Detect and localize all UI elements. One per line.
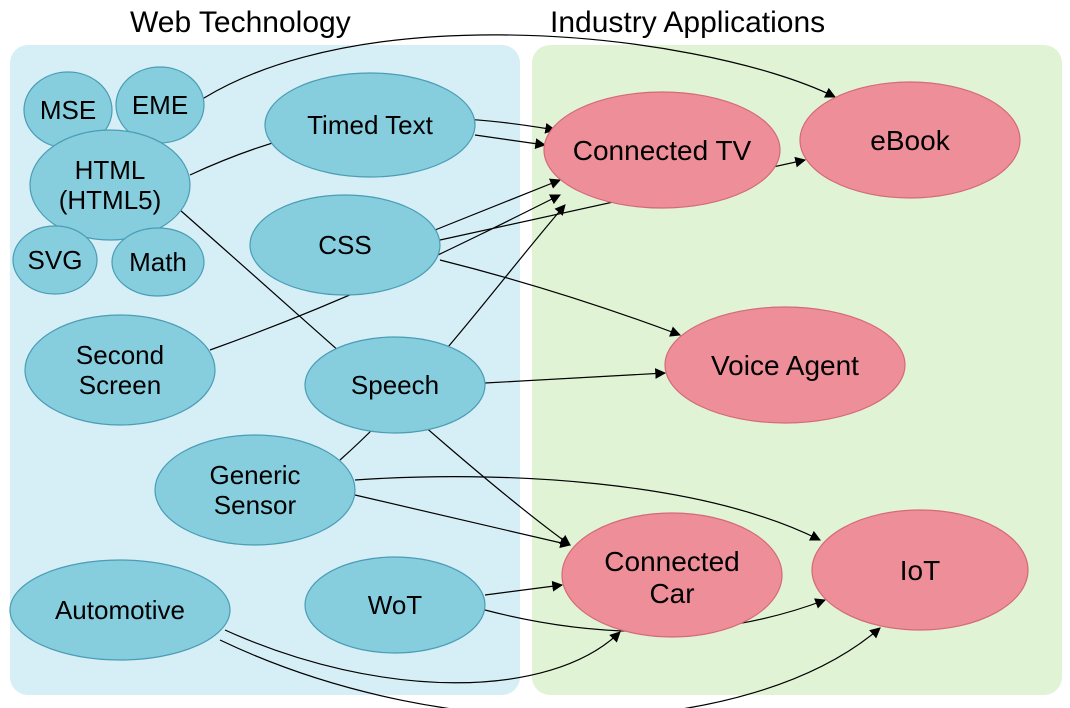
tech-node-css: CSS <box>250 195 440 295</box>
app-node-iot: IoT <box>812 510 1028 630</box>
tech-node-second-label2: Screen <box>79 370 161 400</box>
tech-node-generic-label2: Sensor <box>214 490 297 520</box>
app-node-ccar-label2: Car <box>649 578 694 609</box>
tech-node-timed-label: Timed Text <box>307 110 433 140</box>
app-node-ccar: ConnectedCar <box>562 513 782 637</box>
tech-node-generic: GenericSensor <box>155 435 355 545</box>
tech-node-generic-label1: Generic <box>209 460 300 490</box>
right-title: Industry Applications <box>550 6 825 39</box>
tech-node-eme-label: EME <box>132 90 188 120</box>
app-node-voice: Voice Agent <box>665 307 905 423</box>
tech-node-math: Math <box>112 228 204 296</box>
tech-node-wot: WoT <box>305 557 485 653</box>
app-node-iot-label: IoT <box>900 555 940 586</box>
tech-node-html-label1: HTML <box>75 155 146 185</box>
tech-node-mse-label: MSE <box>40 95 96 125</box>
app-node-ebook: eBook <box>800 82 1020 198</box>
tech-node-timed: Timed Text <box>265 73 475 177</box>
tech-node-svg-label: SVG <box>28 245 83 275</box>
app-node-ccar-label1: Connected <box>604 546 739 577</box>
tech-node-speech-label: Speech <box>351 370 439 400</box>
app-node-voice-label: Voice Agent <box>711 350 859 381</box>
tech-node-html-label2: (HTML5) <box>59 185 162 215</box>
tech-node-auto: Automotive <box>10 560 230 660</box>
left-title: Web Technology <box>130 6 351 39</box>
tech-node-css-label: CSS <box>318 230 371 260</box>
tech-node-second: SecondScreen <box>25 315 215 425</box>
app-node-ctv-label: Connected TV <box>573 135 752 166</box>
app-node-ebook-label: eBook <box>870 125 950 156</box>
tech-node-svg: SVG <box>13 226 97 294</box>
tech-node-html: HTML(HTML5) <box>30 130 190 240</box>
tech-node-speech: Speech <box>305 337 485 433</box>
tech-node-math-label: Math <box>129 247 187 277</box>
tech-node-auto-label: Automotive <box>55 595 185 625</box>
tech-node-wot-label: WoT <box>368 590 423 620</box>
tech-node-second-label1: Second <box>76 340 164 370</box>
app-node-ctv: Connected TV <box>544 92 780 208</box>
